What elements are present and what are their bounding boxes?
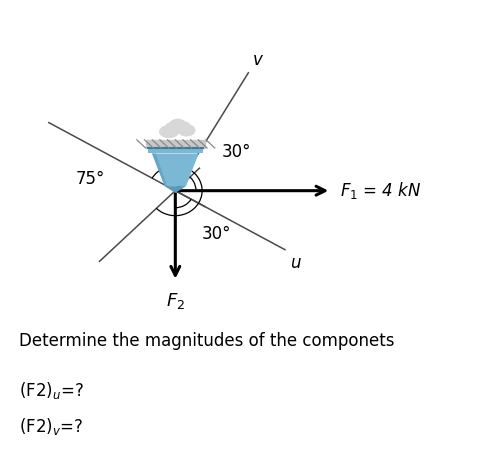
Text: 75°: 75° [75, 170, 105, 188]
Text: (F2)$_v$=?: (F2)$_v$=? [19, 416, 84, 437]
Ellipse shape [175, 122, 190, 131]
Text: v: v [253, 51, 263, 69]
Text: (F2)$_u$=?: (F2)$_u$=? [19, 380, 84, 401]
Polygon shape [146, 140, 205, 148]
Text: 30°: 30° [222, 143, 251, 161]
Ellipse shape [178, 125, 195, 136]
Text: $F_1$ = 4 kN: $F_1$ = 4 kN [340, 180, 421, 201]
Polygon shape [165, 186, 186, 193]
Text: u: u [290, 254, 300, 272]
Ellipse shape [160, 126, 178, 138]
Polygon shape [152, 153, 199, 186]
Polygon shape [152, 153, 167, 186]
Text: 30°: 30° [202, 225, 232, 243]
Text: Determine the magnitudes of the componets: Determine the magnitudes of the componet… [19, 331, 395, 350]
Polygon shape [148, 148, 203, 153]
Ellipse shape [170, 119, 186, 129]
Ellipse shape [166, 123, 180, 132]
Text: $F_2$: $F_2$ [166, 291, 185, 311]
